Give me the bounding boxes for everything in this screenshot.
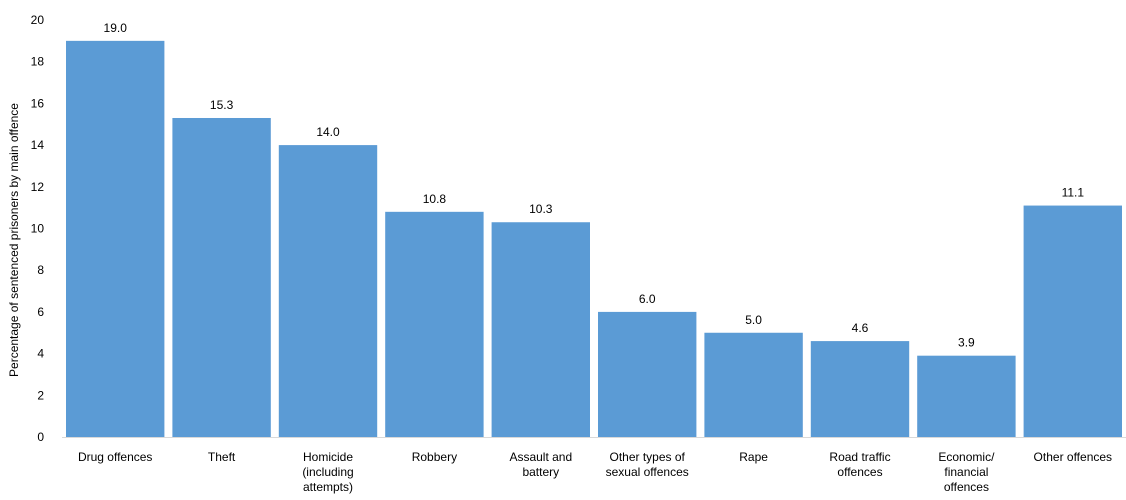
data-label: 4.6 [852, 321, 869, 335]
y-tick-label: 12 [31, 180, 45, 194]
data-label: 3.9 [958, 336, 975, 350]
y-tick-label: 16 [31, 96, 45, 110]
bar [810, 341, 910, 437]
y-tick-label: 10 [31, 222, 45, 236]
bars [66, 40, 1122, 438]
bar [917, 355, 1016, 437]
data-label: 6.0 [639, 292, 656, 306]
bar [278, 145, 378, 437]
data-label: 15.3 [210, 98, 234, 112]
x-tick-label: Other types of sexual offences [606, 450, 689, 479]
data-label: 14.0 [316, 125, 340, 139]
y-tick-label: 6 [37, 305, 44, 319]
data-label: 10.8 [423, 192, 447, 206]
y-tick-label: 14 [31, 138, 45, 152]
data-label: 11.1 [1062, 186, 1085, 200]
bar [172, 117, 271, 438]
x-tick-label: Theft [208, 450, 236, 464]
y-tick-label: 18 [31, 55, 45, 69]
data-label: 19.0 [104, 21, 128, 35]
y-tick-label: 8 [37, 263, 44, 277]
bar [491, 222, 590, 437]
bar [1023, 205, 1122, 437]
x-tick-label: Robbery [412, 450, 457, 464]
y-tick-label: 4 [37, 347, 44, 361]
x-tick-label: Rape [739, 450, 768, 464]
bar [598, 311, 697, 437]
x-tick-label: Homicide (including attempts) [302, 450, 353, 494]
y-axis-title: Percentage of sentenced prisoners by mai… [7, 103, 21, 377]
x-tick-label: Other offences [1034, 450, 1113, 464]
category-labels: Drug offences Theft Homicide (including atte… [78, 450, 1112, 494]
x-tick-label: Road traffic offences [829, 450, 890, 479]
data-label: 5.0 [745, 313, 762, 327]
x-tick-label: Assault and battery [509, 450, 572, 479]
value-labels: 19.0 15.3 14.0 10.8 10.3 6.0 5.0 4.6 3.9 11.1 [104, 21, 1085, 350]
y-axis-ticks: 0 2 4 6 8 10 12 14 16 18 20 [31, 13, 45, 444]
bar [704, 332, 803, 437]
bar [385, 211, 484, 437]
x-tick-label: Economic/financial offences [938, 450, 995, 494]
y-tick-label: 20 [31, 13, 45, 27]
data-label: 10.3 [529, 202, 553, 216]
y-tick-label: 2 [37, 388, 44, 402]
x-tick-label: Drug offences [78, 450, 153, 464]
bar [66, 40, 165, 437]
y-tick-label: 0 [37, 430, 44, 444]
